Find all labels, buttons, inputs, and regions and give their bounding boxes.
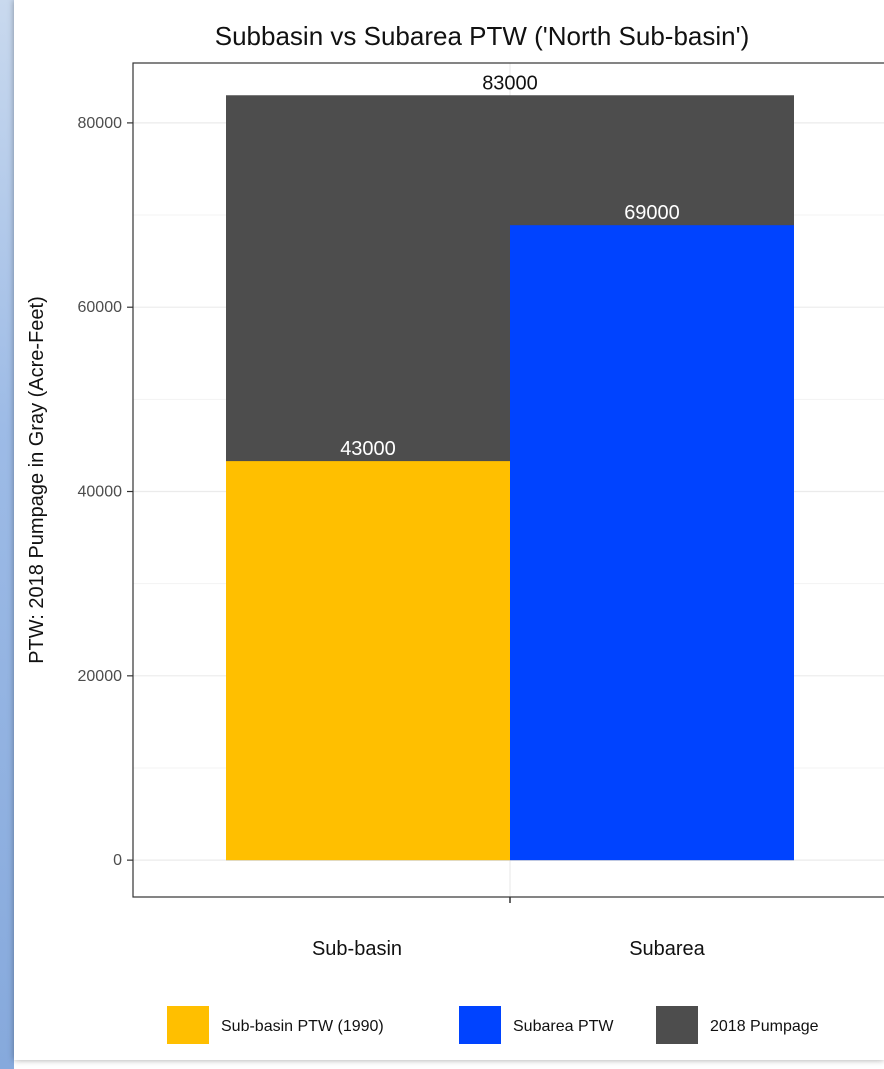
y-tick-label: 40000: [78, 484, 123, 501]
legend-label: Sub-basin PTW (1990): [221, 1018, 384, 1035]
data-labels: 83000 43000 69000: [340, 72, 680, 460]
axes: 0 20000 40000 60000 80000 Sub-basin Subarea: [78, 62, 884, 960]
data-label-sub-basin: 43000: [340, 438, 396, 460]
chart-title: Subbasin vs Subarea PTW ('North Sub-basi…: [215, 21, 750, 51]
y-tick-label: 60000: [78, 299, 123, 316]
legend-item: 2018 Pumpage: [656, 1006, 819, 1044]
plot-border: [132, 62, 884, 898]
bars: [226, 95, 794, 861]
left-border: [0, 0, 14, 1069]
y-tick-label: 80000: [78, 115, 123, 132]
y-tick-label: 0: [113, 852, 122, 869]
x-category-label: Sub-basin: [312, 938, 402, 960]
bar-sub-basin: [226, 461, 510, 861]
legend-swatch: [459, 1006, 501, 1044]
data-label-subarea: 69000: [624, 202, 680, 224]
x-category-label: Subarea: [629, 938, 705, 960]
legend-swatch: [656, 1006, 698, 1044]
legend-item: Subarea PTW: [459, 1006, 614, 1044]
legend-label: Subarea PTW: [513, 1018, 614, 1035]
data-label-2018-pumpage: 83000: [482, 72, 538, 94]
y-axis-label: PTW: 2018 Pumpage in Gray (Acre-Feet): [26, 296, 48, 664]
legend-item: Sub-basin PTW (1990): [167, 1006, 384, 1044]
y-tick-label: 20000: [78, 668, 123, 685]
legend-label: 2018 Pumpage: [710, 1018, 819, 1035]
bar-subarea: [510, 225, 794, 861]
legend: Sub-basin PTW (1990) Subarea PTW 2018 Pump…: [167, 1006, 819, 1044]
legend-swatch: [167, 1006, 209, 1044]
